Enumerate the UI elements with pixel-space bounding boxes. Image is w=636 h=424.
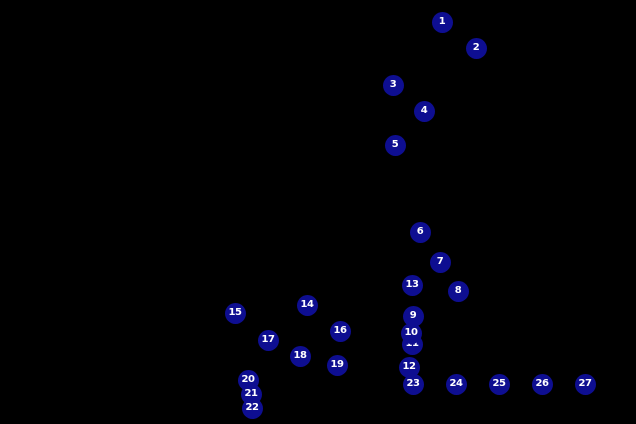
graph-node-15[interactable]: 15	[224, 302, 246, 324]
graph-node-25[interactable]: 25	[488, 373, 510, 395]
graph-node-24[interactable]: 24	[445, 373, 467, 395]
graph-node-26[interactable]: 26	[531, 373, 553, 395]
graph-node-label: 17	[261, 334, 275, 345]
graph-node-27[interactable]: 27	[574, 373, 596, 395]
graph-node-22[interactable]: 22	[241, 397, 263, 419]
graph-node-label: 9	[409, 310, 417, 321]
graph-node-label: 21	[244, 388, 258, 399]
graph-node-label: 12	[402, 361, 416, 372]
graph-node-16[interactable]: 16	[329, 320, 351, 342]
graph-node-label: 19	[330, 359, 344, 370]
graph-node-2[interactable]: 2	[465, 37, 487, 59]
graph-node-label: 14	[300, 299, 314, 310]
graph-node-18[interactable]: 18	[289, 345, 311, 367]
graph-node-13[interactable]: 13	[401, 274, 423, 296]
graph-node-14[interactable]: 14	[296, 294, 318, 316]
graph-node-19[interactable]: 19	[326, 354, 348, 376]
graph-node-label: 4	[420, 105, 428, 116]
graph-node-label: 8	[454, 285, 462, 296]
graph-node-label: 25	[492, 378, 506, 389]
graph-node-6[interactable]: 6	[409, 221, 431, 243]
graph-node-17[interactable]: 17	[257, 329, 279, 351]
graph-node-12[interactable]: 12	[398, 356, 420, 378]
graph-node-1[interactable]: 1	[431, 11, 453, 33]
graph-node-23[interactable]: 23	[402, 373, 424, 395]
graph-node-label: 3	[389, 79, 397, 90]
graph-node-8[interactable]: 8	[447, 280, 469, 302]
graph-node-label: 11	[405, 338, 419, 349]
graph-node-label: 26	[535, 378, 549, 389]
graph-node-label: 18	[293, 350, 307, 361]
graph-node-label: 6	[416, 226, 424, 237]
graph-node-label: 16	[333, 325, 347, 336]
graph-node-label: 7	[436, 256, 444, 267]
graph-node-9[interactable]: 9	[402, 305, 424, 327]
graph-node-label: 20	[241, 374, 255, 385]
graph-node-label: 23	[406, 378, 420, 389]
graph-node-label: 22	[245, 402, 259, 413]
graph-node-4[interactable]: 4	[413, 100, 435, 122]
graph-node-label: 5	[391, 139, 399, 150]
graph-node-label: 15	[228, 307, 242, 318]
graph-node-5[interactable]: 5	[384, 134, 406, 156]
graph-node-label: 2	[472, 42, 480, 53]
graph-node-label: 27	[578, 378, 592, 389]
graph-node-label: 13	[405, 279, 419, 290]
graph-node-10[interactable]: 10	[400, 322, 422, 344]
graph-node-label: 1	[438, 16, 446, 27]
graph-node-label: 24	[449, 378, 463, 389]
graph-node-7[interactable]: 7	[429, 251, 451, 273]
graph-node-label: 10	[404, 327, 418, 338]
graph-node-3[interactable]: 3	[382, 74, 404, 96]
